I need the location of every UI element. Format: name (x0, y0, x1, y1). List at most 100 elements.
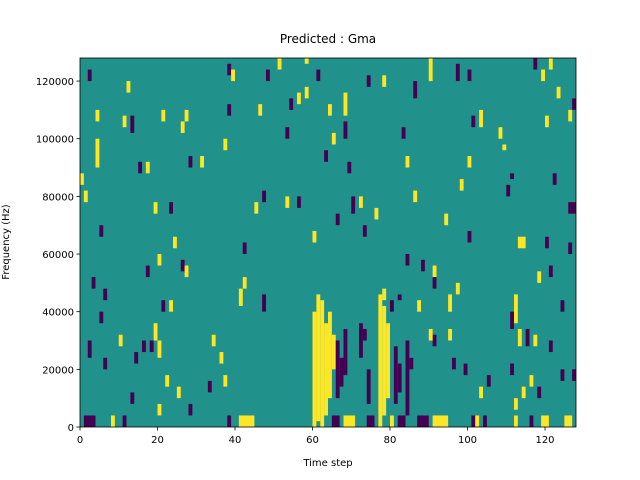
heatmap-cell (448, 328, 452, 341)
y-tick-label: 20000 (42, 365, 74, 376)
heatmap-cell (231, 69, 235, 82)
heatmap-cell (486, 375, 491, 387)
heatmap-cell (91, 277, 96, 289)
heatmap-cell (161, 109, 166, 122)
heatmap-cell (382, 288, 387, 301)
heatmap-cell (479, 109, 483, 128)
heatmap-cell (289, 98, 294, 110)
heatmap-cell (122, 415, 127, 427)
heatmap-cell (572, 98, 576, 110)
heatmap-cell (467, 69, 472, 82)
heatmap-cell (227, 415, 232, 427)
y-axis-label: Frequency (Hz) (1, 204, 12, 280)
heatmap-cell (95, 109, 100, 122)
heatmap-cell (184, 265, 189, 278)
heatmap-cell (417, 415, 429, 427)
heatmap-cell (374, 207, 379, 220)
heatmap-cell (316, 294, 321, 422)
heatmap-cell (242, 277, 247, 289)
heatmap-cell (386, 323, 390, 399)
x-tick-label: 60 (306, 435, 319, 446)
heatmap-cell (506, 184, 511, 197)
heatmap-cell (328, 104, 332, 116)
heatmap-cell (568, 202, 576, 214)
heatmap-cell (455, 63, 460, 82)
heatmap-cell (572, 369, 576, 381)
heatmap-cell (471, 115, 476, 128)
heatmap-cell (459, 179, 464, 191)
heatmap-cell (366, 75, 371, 87)
heatmap-cell (184, 109, 189, 122)
heatmap-cell (533, 334, 538, 347)
heatmap-cell (467, 156, 472, 168)
heatmap-cell (390, 415, 394, 427)
heatmap-cell (134, 352, 139, 364)
heatmap-cell (541, 415, 549, 427)
heatmap-cell (432, 415, 449, 427)
heatmap-cell (556, 86, 561, 99)
x-tick-label: 40 (229, 435, 242, 446)
heatmap-cell (153, 202, 158, 214)
heatmap-cell (548, 265, 553, 278)
heatmap-cell (242, 242, 247, 255)
heatmap-cell (118, 334, 123, 347)
heatmap-cell (219, 352, 224, 364)
heatmap-cell (471, 415, 476, 427)
plot-frame (79, 57, 577, 428)
heatmap-cell (312, 230, 317, 243)
heatmap-cell (479, 386, 483, 399)
heatmap-cell (173, 236, 177, 249)
heatmap-cell (537, 386, 542, 399)
heatmap-cell (324, 323, 328, 416)
heatmap-cell (548, 58, 553, 70)
x-axis-label: Time step (302, 458, 352, 469)
heatmap-cell (227, 63, 232, 76)
heatmap-cell (405, 156, 410, 168)
heatmap-cell (180, 259, 185, 272)
heatmap-cell (320, 300, 325, 427)
heatmap-cell (238, 415, 255, 427)
heatmap-cell (227, 104, 232, 116)
heatmap-cell (366, 369, 371, 404)
heatmap-cell (285, 127, 290, 139)
heatmap-cell (564, 415, 573, 427)
heatmap-cell (432, 334, 437, 347)
heatmap-cell (560, 369, 565, 381)
heatmap-cell (467, 230, 472, 243)
x-tick-label: 100 (458, 435, 477, 446)
heatmap-cell (390, 300, 394, 312)
heatmap-cell (483, 415, 487, 427)
heatmap-cell (122, 115, 127, 128)
heatmap-cell (529, 375, 534, 387)
heatmap-cell (517, 328, 522, 347)
heatmap-cell (452, 357, 456, 370)
heatmap-cell (541, 69, 545, 82)
heatmap-cell (475, 415, 480, 427)
heatmap-cell (153, 323, 158, 341)
heatmap-cell (409, 357, 414, 370)
heatmap-cell (362, 225, 367, 237)
y-tick-label: 100000 (36, 135, 74, 146)
heatmap-cell (413, 81, 418, 99)
heatmap-cell (304, 86, 309, 99)
heatmap-cell (397, 363, 402, 393)
heatmap-cell (397, 294, 402, 301)
y-tick-label: 40000 (42, 308, 74, 319)
heatmap-cell (548, 340, 553, 353)
heatmap-cell (335, 340, 340, 399)
heatmap-cell (331, 334, 336, 370)
heatmap-cell (382, 305, 387, 416)
heatmap-cell (180, 121, 185, 133)
heatmap-cell (421, 259, 425, 272)
heatmap-cell (525, 328, 530, 347)
heatmap-cell (142, 340, 146, 353)
heatmap-cell (126, 81, 131, 93)
heatmap-cell (223, 375, 228, 387)
heatmap-cell (331, 415, 340, 427)
x-tick-label: 0 (77, 435, 83, 446)
heatmap-cell (103, 357, 108, 370)
heatmap-cell (378, 294, 383, 427)
heatmap-cell (169, 300, 173, 312)
heatmap-cell (502, 144, 507, 151)
heatmap-cell (428, 58, 433, 82)
